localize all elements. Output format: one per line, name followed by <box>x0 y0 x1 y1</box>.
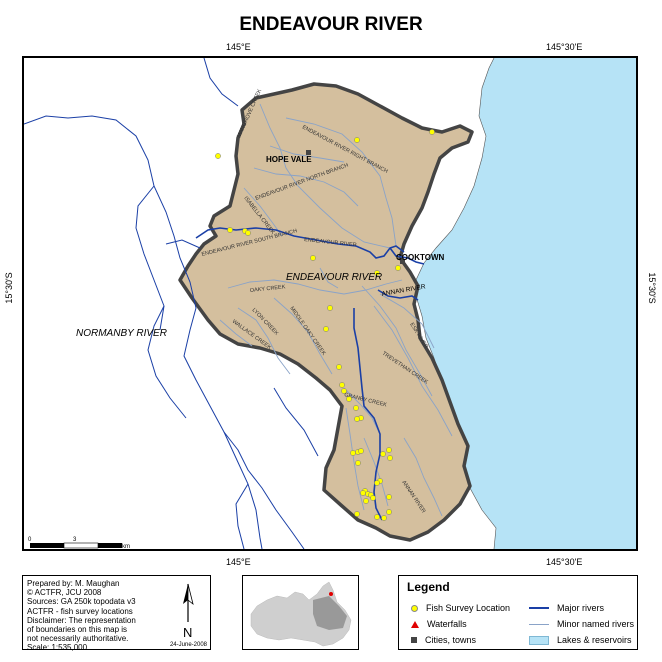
survey-point <box>374 514 380 520</box>
australia-locator <box>250 581 352 647</box>
waterfall-icon <box>411 620 419 628</box>
legend-fish-label: Fish Survey Location <box>426 603 511 613</box>
label-normanby: NORMANBY RIVER <box>76 328 167 339</box>
map-frame[interactable]: HOPE VALE COOKTOWN ENDEAVOUR RIVER NORMA… <box>22 56 638 551</box>
map-canvas[interactable]: HOPE VALE COOKTOWN ENDEAVOUR RIVER NORMA… <box>24 58 636 549</box>
label-hope-vale: HOPE VALE <box>266 155 312 164</box>
info-line-3: Sources: GA 250k topodata v3 <box>27 597 136 607</box>
info-line-4: ACTFR - fish survey locations <box>27 606 133 616</box>
survey-point <box>370 495 376 501</box>
legend-fish: Fish Survey Location <box>411 603 510 613</box>
info-line-5: Disclaimer: The representation <box>27 615 136 625</box>
legend-waterfalls-label: Waterfalls <box>427 619 467 629</box>
coord-right-lat: 15°30'S <box>647 272 657 304</box>
cooktown-marker <box>400 259 405 264</box>
label-endeavour-main: ENDEAVOUR RIVER <box>286 272 382 283</box>
survey-point <box>327 305 333 311</box>
survey-point <box>353 405 359 411</box>
north-letter: N <box>183 625 192 638</box>
legend-minor: Minor named rivers <box>529 619 634 629</box>
info-line-8: Scale: 1:535,000 <box>27 643 88 653</box>
coord-bottom-left: 145°E <box>226 557 251 567</box>
scale-mid: 3 <box>73 537 77 543</box>
legend-lakes: Lakes & reservoirs <box>529 635 632 645</box>
survey-point <box>374 480 380 486</box>
label-oaky: OAKY CREEK <box>250 284 286 294</box>
survey-point <box>354 137 360 143</box>
label-endeavour-river: ENDEAVOUR RIVER <box>304 237 357 248</box>
info-line-7: not necessarily authoritative. <box>27 634 129 644</box>
survey-point <box>386 509 392 515</box>
legend-waterfalls: Waterfalls <box>411 619 467 629</box>
legend-panel: Legend Fish Survey Location Waterfalls C… <box>398 575 638 650</box>
locator-map <box>242 575 359 650</box>
legend-cities-label: Cities, towns <box>425 635 477 645</box>
minor-river-icon <box>529 623 549 625</box>
scale-bar: 0 3 km <box>28 537 130 549</box>
normanby-river-system <box>24 58 319 549</box>
survey-point <box>354 416 360 422</box>
legend-title: Legend <box>407 580 450 594</box>
survey-point <box>336 364 342 370</box>
legend-major: Major rivers <box>529 603 604 613</box>
legend-cities: Cities, towns <box>411 635 476 645</box>
ocean-area <box>416 58 636 549</box>
survey-point <box>358 448 364 454</box>
scale-unit: km <box>122 544 130 549</box>
label-cooktown: COOKTOWN <box>396 253 445 262</box>
survey-point <box>381 515 387 521</box>
survey-point <box>215 153 221 159</box>
survey-point <box>355 460 361 466</box>
legend-lakes-label: Lakes & reservoirs <box>557 635 632 645</box>
info-line-2: © ACTFR, JCU 2008 <box>27 588 102 598</box>
survey-point <box>387 455 393 461</box>
survey-point <box>350 450 356 456</box>
survey-point <box>386 447 392 453</box>
survey-point <box>341 388 347 394</box>
locator-marker <box>329 592 333 596</box>
survey-point <box>374 270 380 276</box>
survey-point <box>310 255 316 261</box>
coord-top-right: 145°30'E <box>546 42 583 52</box>
scale-zero: 0 <box>28 537 32 543</box>
survey-point <box>245 230 251 236</box>
city-markers <box>306 150 405 264</box>
coord-bottom-right: 145°30'E <box>546 557 583 567</box>
survey-point <box>339 382 345 388</box>
survey-point <box>386 494 392 500</box>
coord-top-left: 145°E <box>226 42 251 52</box>
info-line-6: of boundaries on this map is <box>27 625 128 635</box>
survey-point <box>429 129 435 135</box>
survey-point <box>346 396 352 402</box>
info-panel: Prepared by: M. Maughan © ACTFR, JCU 200… <box>22 575 211 653</box>
survey-point <box>363 498 369 504</box>
survey-points <box>215 129 435 521</box>
lake-icon <box>529 635 549 645</box>
hope-vale-marker <box>306 150 311 155</box>
city-icon <box>411 637 417 643</box>
survey-point <box>360 490 366 496</box>
legend-minor-label: Minor named rivers <box>557 619 635 629</box>
survey-point <box>227 227 233 233</box>
major-river-icon <box>529 607 549 609</box>
north-arrow-icon: N <box>183 583 194 638</box>
map-title: ENDEAVOUR RIVER <box>239 14 423 35</box>
coord-left-lat: 15°30'S <box>4 272 14 304</box>
survey-point <box>323 326 329 332</box>
survey-point <box>354 511 360 517</box>
info-date: 24-June-2008 <box>169 642 207 648</box>
survey-point <box>380 451 386 457</box>
minor-rivers <box>219 103 453 517</box>
legend-major-label: Major rivers <box>557 603 605 613</box>
survey-point-icon <box>411 604 418 612</box>
info-line-1: Prepared by: M. Maughan <box>27 579 120 588</box>
survey-point <box>395 265 401 271</box>
